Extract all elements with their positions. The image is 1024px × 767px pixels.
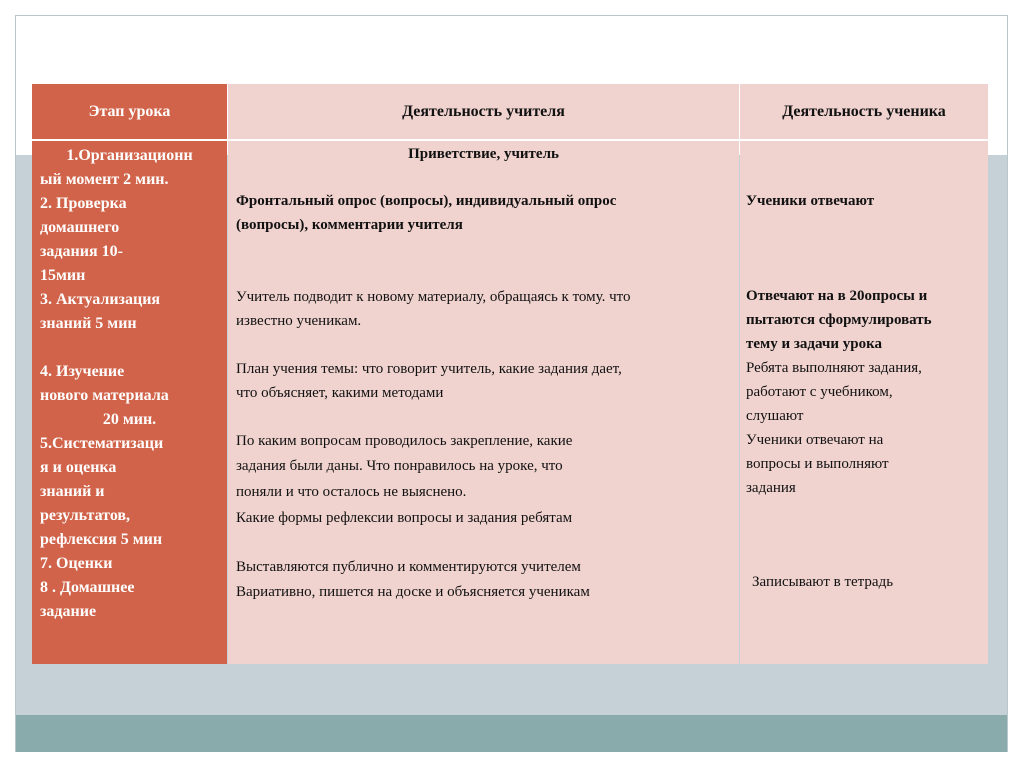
teacher-line: План учения темы: что говорит учитель, к… (236, 361, 622, 377)
slide-footer-band (16, 715, 1007, 752)
teacher-line: что объясняет, какими методами (236, 385, 444, 401)
student-line: тему и задачи урока (746, 336, 883, 352)
student-line: Ученики отвечают на (746, 432, 884, 448)
student-line: Ученики отвечают (746, 193, 875, 209)
teacher-line: Вариативно, пишется на доске и объясняет… (236, 584, 590, 600)
header-teacher: Деятельность учителя (228, 84, 739, 139)
stages-line: задания 10- (40, 243, 123, 260)
stages-line: 8 . Домашнее (40, 579, 135, 596)
teacher-line: (вопросы), комментарии учителя (236, 217, 463, 233)
teacher-line: известно ученикам. (236, 313, 362, 329)
student-line: Ребята выполняют задания, (746, 360, 922, 376)
stages-line: 15мин (40, 267, 86, 284)
student-cell: Ученики отвечают Отвечают на в 20опросы и… (740, 141, 988, 664)
stages-line: задание (40, 603, 97, 620)
stages-line: нового материала (40, 387, 169, 404)
stages-line: 20 мин. (102, 411, 157, 428)
stages-line: 3. Актуализация (40, 291, 161, 308)
student-line: пытаются сформулировать (746, 312, 932, 328)
student-line: вопросы и выполняют (746, 456, 889, 472)
teacher-line: Какие формы рефлексии вопросы и задания … (236, 510, 573, 526)
student-line: задания (746, 480, 796, 496)
stages-line: 4. Изучение (40, 363, 125, 380)
stages-line: знаний 5 мин (40, 315, 137, 332)
teacher-line: задания были даны. Что понравилось на ур… (236, 458, 563, 474)
stages-line: 5.Систематизаци (40, 435, 164, 452)
teacher-line: По каким вопросам проводилось закреплени… (236, 433, 573, 449)
teacher-line: Приветствие, учитель (408, 146, 559, 162)
stages-line: 2. Проверка (40, 195, 127, 212)
stages-line: результатов, (40, 507, 131, 524)
stages-line: ый момент 2 мин. (40, 171, 169, 188)
teacher-line: Учитель подводит к новому материалу, обр… (236, 289, 631, 305)
student-line: работают с учебником, (746, 384, 893, 400)
teacher-line: поняли и что осталось не выяснено. (236, 484, 467, 500)
student-line: Записывают в тетрадь (752, 574, 894, 590)
stages-line: 1.Организационн (66, 147, 193, 164)
stages-line: я и оценка (40, 459, 117, 476)
stages-line: домашнего (40, 219, 120, 236)
student-line: Отвечают на в 20опросы и (746, 288, 928, 304)
student-line: слушают (746, 408, 804, 424)
stages-line: рефлексия 5 мин (40, 531, 163, 548)
header-stage: Этап урока (32, 84, 227, 139)
stage-cell: 1.Организационн ый момент 2 мин. 2. Провер… (32, 141, 227, 664)
teacher-cell: Приветствие, учитель Фронтальный опрос (в… (228, 141, 739, 664)
stages-line: знаний и (40, 483, 105, 500)
teacher-line: Фронтальный опрос (вопросы), индивидуаль… (236, 193, 617, 209)
header-student: Деятельность ученика (740, 84, 988, 139)
teacher-line: Выставляются публично и комментируются у… (236, 559, 581, 575)
stages-line: 7. Оценки (40, 555, 113, 572)
